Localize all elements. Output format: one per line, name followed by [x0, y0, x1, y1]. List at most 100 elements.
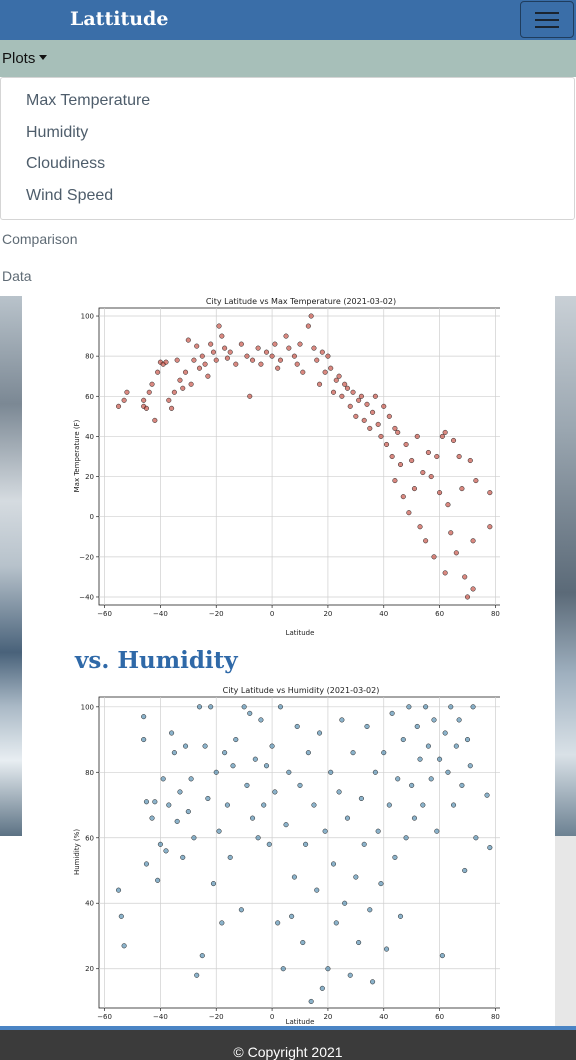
y-tick-label: 60: [85, 393, 94, 401]
data-point: [381, 403, 387, 409]
x-tick-label: −40: [153, 1013, 168, 1021]
data-point: [375, 828, 381, 834]
x-tick-label: 80: [491, 610, 500, 618]
chart-title: City Latitude vs Humidity (2021-03-02): [223, 686, 380, 695]
data-point: [336, 789, 342, 795]
nav-link-comparison[interactable]: Comparison: [2, 231, 78, 247]
data-point: [166, 397, 172, 403]
data-point: [383, 441, 390, 448]
y-axis-label: Humidity (%): [73, 829, 81, 875]
data-point: [121, 943, 127, 949]
data-point: [459, 486, 465, 492]
data-point: [157, 841, 163, 847]
data-point: [448, 704, 454, 710]
y-tick-label: 80: [85, 769, 94, 777]
data-point: [308, 313, 314, 319]
data-point: [358, 393, 364, 399]
background-image-left: [0, 296, 22, 836]
x-tick-label: −20: [209, 1013, 224, 1021]
data-point: [445, 769, 451, 775]
data-point: [163, 848, 169, 854]
temperature-scatter-chart: City Latitude vs Max Temperature (2021-0…: [73, 297, 500, 637]
data-point: [280, 966, 286, 972]
data-point: [141, 737, 147, 743]
y-tick-label: 100: [81, 703, 94, 711]
data-point: [169, 730, 175, 736]
data-point: [124, 389, 130, 395]
grid-lines: [99, 697, 500, 1008]
data-point: [409, 457, 415, 464]
data-point: [316, 381, 323, 387]
x-tick-label: 20: [323, 1013, 332, 1021]
data-point: [473, 835, 479, 841]
data-point: [322, 828, 328, 834]
data-point: [439, 953, 445, 959]
x-axis-label: Latitude: [286, 629, 315, 637]
data-point: [219, 920, 225, 926]
data-point: [177, 377, 183, 383]
data-point: [294, 723, 300, 730]
dropdown-item-humidity[interactable]: Humidity: [26, 124, 89, 141]
data-point: [291, 353, 297, 359]
data-point: [392, 478, 398, 484]
x-tick-label: 40: [379, 610, 388, 618]
data-point: [263, 763, 270, 769]
data-point: [319, 985, 325, 991]
data-point: [169, 405, 175, 411]
data-point: [442, 429, 448, 435]
y-axis-ticks: −40 −20 0 20 40 60 80 100: [79, 313, 99, 601]
x-tick-label: −40: [153, 610, 168, 618]
data-point: [171, 750, 177, 756]
background-image-right: [555, 296, 576, 836]
plots-dropdown-toggle[interactable]: Plots: [2, 50, 48, 67]
data-point: [247, 710, 253, 716]
data-point: [255, 835, 261, 841]
brand-logo[interactable]: Lattitude: [70, 8, 169, 30]
dropdown-item-cloudiness[interactable]: Cloudiness: [26, 155, 106, 172]
data-point: [244, 353, 250, 359]
x-axis-ticks: −60 −40 −20 0 20 40 60 80: [97, 1008, 500, 1021]
plots-dropdown-menu: Max Temperature Humidity Cloudiness Wind…: [0, 77, 575, 220]
data-point: [152, 799, 158, 805]
data-point: [311, 345, 317, 351]
data-point: [450, 437, 457, 443]
humidity-section-heading: vs. Humidity: [75, 647, 238, 674]
data-point: [347, 972, 353, 978]
x-tick-label: 40: [379, 1013, 388, 1021]
data-point: [152, 417, 158, 423]
data-point: [252, 756, 258, 762]
data-point: [216, 828, 222, 834]
data-point: [155, 877, 161, 883]
data-point: [115, 887, 122, 893]
y-tick-label: −20: [79, 553, 94, 561]
data-point: [244, 782, 250, 788]
data-point: [188, 776, 194, 782]
plots-menu-bar: Plots: [0, 40, 576, 77]
data-point: [442, 730, 448, 736]
menu-toggle-button[interactable]: [520, 1, 574, 38]
data-point: [275, 365, 281, 371]
data-point: [487, 490, 493, 496]
data-point: [208, 704, 214, 710]
data-point: [277, 704, 284, 710]
dropdown-item-wind-speed[interactable]: Wind Speed: [26, 187, 114, 204]
data-point: [420, 470, 426, 476]
data-point: [339, 393, 345, 399]
data-point: [364, 401, 370, 407]
data-point: [249, 815, 256, 821]
data-point: [425, 449, 431, 456]
dropdown-item-max-temperature[interactable]: Max Temperature: [26, 92, 151, 109]
data-point: [392, 425, 398, 431]
data-point: [428, 776, 434, 782]
data-point: [233, 737, 239, 743]
data-point: [213, 357, 219, 363]
data-point: [258, 717, 264, 723]
data-point: [328, 365, 334, 371]
data-point: [442, 570, 448, 576]
data-point: [409, 782, 415, 788]
y-tick-label: −40: [79, 593, 94, 601]
data-point: [300, 939, 306, 946]
data-point: [283, 822, 289, 828]
data-point: [392, 854, 398, 860]
nav-link-data[interactable]: Data: [2, 268, 32, 284]
